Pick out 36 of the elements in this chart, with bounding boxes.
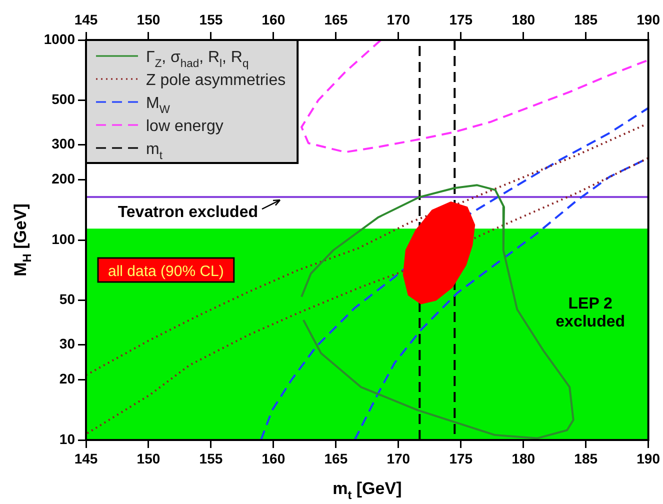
x-tick-label: 175: [449, 450, 473, 466]
x2-tick-label: 160: [262, 11, 286, 28]
y-tick-label: 100: [52, 230, 76, 247]
legend-label: Z pole asymmetries: [146, 72, 286, 89]
y-tick-label: 300: [52, 135, 76, 152]
x2-tick-label: 150: [136, 11, 160, 28]
x2-tick-label: 145: [74, 11, 98, 28]
ref-line-label: Tevatron excluded: [118, 204, 258, 222]
y-axis-title: MH [GeV]: [11, 204, 34, 276]
x-tick-label: 150: [136, 450, 160, 466]
x-tick-label: 165: [324, 450, 348, 466]
y-tick-label: 500: [52, 91, 76, 108]
y-tick-label: 20: [59, 370, 76, 387]
x-tick-label: 145: [74, 450, 98, 466]
x-tick-label: 185: [574, 450, 598, 466]
band-label: LEP 2 excluded: [556, 295, 625, 330]
x2-tick-label: 170: [386, 11, 410, 28]
legend-label: low energy: [146, 118, 224, 135]
x2-tick-label: 185: [574, 11, 598, 28]
x2-tick-label: 190: [636, 11, 660, 28]
x-tick-label: 160: [262, 450, 286, 466]
x-tick-label: 170: [386, 450, 410, 466]
y-tick-label: 30: [59, 335, 76, 352]
y-tick-label: 50: [59, 291, 76, 308]
x2-tick-label: 165: [324, 11, 348, 28]
x-tick-label: 180: [512, 450, 536, 466]
x-tick-label: 155: [199, 450, 223, 466]
text: all data (90% CL): [108, 263, 224, 280]
x2-tick-label: 155: [199, 11, 223, 28]
x2-tick-label: 180: [512, 11, 536, 28]
line-series: [300, 40, 648, 154]
x-tick-label: 190: [636, 450, 660, 466]
x2-tick-label: 175: [449, 11, 473, 28]
y-tick-label: 10: [59, 430, 76, 447]
y-tick-label: 1000: [44, 30, 76, 47]
y-tick-label: 200: [52, 170, 76, 187]
